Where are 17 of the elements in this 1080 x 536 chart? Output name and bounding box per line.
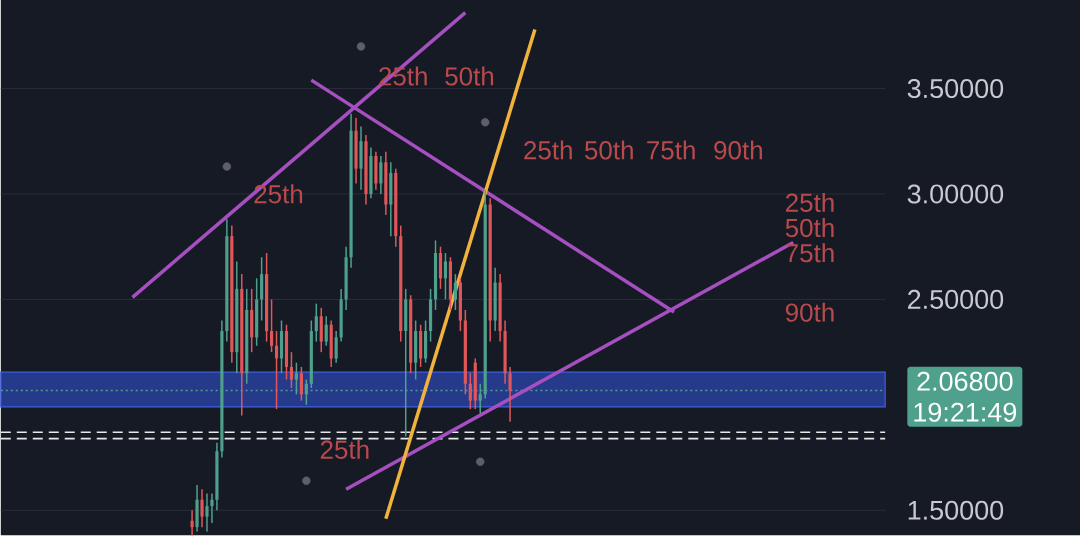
y-tick-label: 1.50000 bbox=[908, 500, 1004, 520]
annotation: 75th bbox=[647, 140, 695, 160]
y-tick-label: 3.50000 bbox=[907, 78, 1004, 98]
annotation: 75th bbox=[786, 243, 834, 263]
text: 19:21:49 bbox=[914, 402, 1017, 422]
annotation: 25th bbox=[320, 439, 369, 459]
y-tick-label: 2.50000 bbox=[908, 289, 1004, 309]
y-tick-label: 3.00000 bbox=[907, 184, 1004, 204]
annotation: 25th bbox=[254, 184, 303, 204]
annotation: 25th bbox=[785, 192, 834, 212]
ref-line-label: 2.06800 bbox=[917, 371, 1013, 391]
annotation: 50th bbox=[584, 140, 633, 160]
annotation: 90th bbox=[785, 302, 834, 322]
annotation: 90th bbox=[714, 140, 762, 160]
annotation: 25th bbox=[524, 140, 572, 160]
annotation: 50th bbox=[785, 217, 834, 237]
annotation: 50th bbox=[445, 66, 494, 86]
